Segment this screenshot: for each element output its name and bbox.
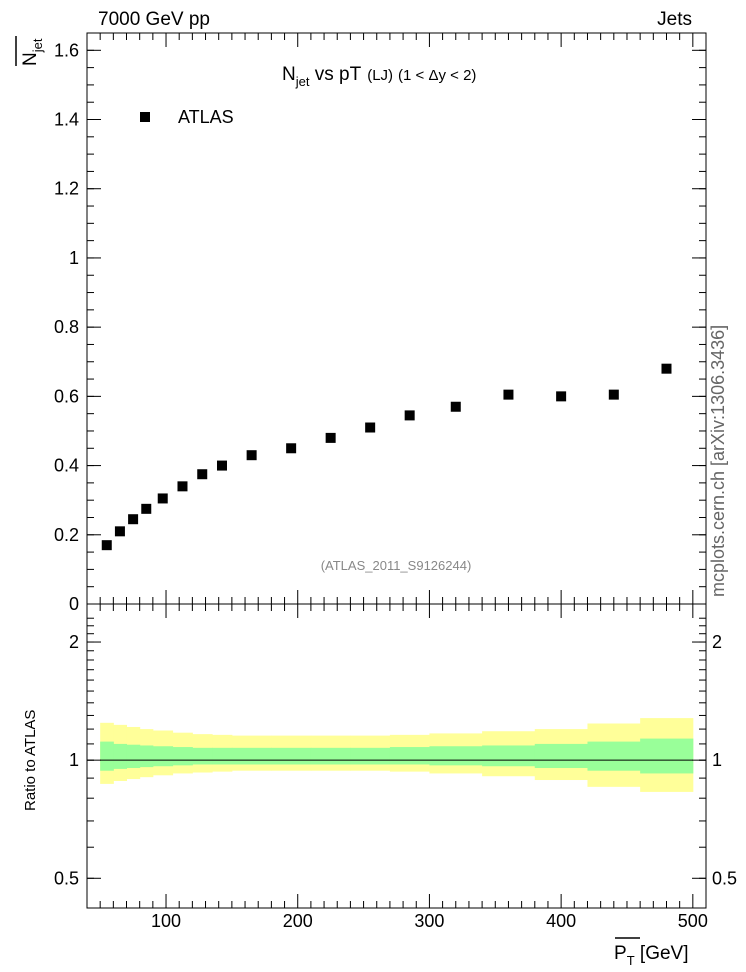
data-point	[128, 514, 139, 525]
ratio-band-bin	[429, 746, 483, 766]
data-point	[404, 410, 415, 421]
ratio-band-bin	[482, 745, 536, 767]
title-n: N	[282, 64, 296, 85]
ratio-ytick-labels: 0.5 0.5 1 1 2 2	[54, 632, 737, 888]
data-point	[661, 363, 672, 374]
ratio-plot-frame	[86, 603, 707, 909]
header-left-label: 7000 GeV pp	[98, 9, 210, 30]
xlabel-main: P	[614, 943, 627, 964]
ratio-ytick-label-right: 2	[712, 632, 722, 652]
data-point	[101, 540, 112, 551]
data-point	[450, 401, 461, 412]
main-ytick-label: 0.2	[54, 525, 79, 545]
ratio-xtick-label: 300	[414, 911, 444, 931]
ratio-ytick-label: 0.5	[54, 868, 79, 888]
ratio-xtick-label: 200	[283, 911, 313, 931]
ratio-band-bin	[139, 745, 154, 768]
data-point	[141, 503, 152, 514]
xlabel-unit: [GeV]	[635, 943, 689, 964]
ratio-ytick-label-right: 1	[712, 750, 722, 770]
data-point	[286, 443, 297, 454]
data-point	[177, 481, 188, 492]
ratio-axis-ticks	[87, 604, 706, 908]
ratio-band-bin	[389, 747, 430, 765]
main-ytick-label: 0.4	[54, 456, 79, 476]
ratio-xtick-label: 400	[546, 911, 576, 931]
main-ytick-label: 0.6	[54, 386, 79, 406]
ratio-band-bin	[172, 747, 193, 766]
title-small: (LJ)	[367, 67, 393, 84]
data-point	[325, 432, 336, 443]
main-title: Njet vs pT (LJ) (1 < Δy < 2)	[282, 64, 476, 89]
svg-text:PT [GeV]: PT [GeV]	[614, 943, 689, 968]
ylabel-n: N	[20, 52, 41, 66]
title-n-sub: jet	[295, 74, 310, 89]
ratio-band-bin	[212, 747, 233, 765]
side-credit-label: mcplots.cern.ch [arXiv:1306.3436]	[708, 325, 728, 597]
data-point	[608, 389, 619, 400]
xlabel: PT [GeV]	[614, 937, 689, 968]
data-point	[556, 391, 567, 402]
main-ytick-label: 1.4	[54, 110, 79, 130]
ratio-band-bin	[113, 743, 128, 769]
legend-marker	[140, 112, 150, 122]
data-point	[246, 450, 257, 461]
header-right-label: Jets	[657, 9, 692, 30]
ratio-ytick-label: 1	[69, 750, 79, 770]
main-ytick-label: 1.6	[54, 40, 79, 60]
main-data-points	[101, 363, 672, 551]
ratio-xtick-labels: 100 200 300 400 500	[151, 911, 708, 931]
legend-label: ATLAS	[178, 107, 234, 127]
data-point	[503, 389, 514, 400]
ratio-band-bin	[231, 747, 272, 765]
main-ytick-labels: 0 0.2 0.4 0.6 0.8 1 1.2 1.4 1.6	[54, 40, 79, 614]
main-ytick-label: 1	[69, 248, 79, 268]
ratio-xtick-label: 100	[151, 911, 181, 931]
ratio-band-bin	[587, 741, 641, 771]
data-point	[197, 469, 208, 480]
data-point	[216, 460, 227, 471]
title-rest: vs pT	[309, 64, 361, 85]
title-range: (1 < Δy < 2)	[398, 67, 476, 84]
ratio-band-bin	[534, 743, 588, 769]
ratio-band-bin	[152, 746, 174, 767]
main-ytick-label: 1.2	[54, 179, 79, 199]
xlabel-sub: T	[627, 953, 635, 968]
ratio-band-bin	[640, 738, 694, 774]
main-ytick-label: 0.8	[54, 317, 79, 337]
main-axis-ticks	[87, 32, 706, 605]
ratio-band-bin	[271, 747, 312, 765]
data-point	[157, 493, 168, 504]
main-ylabel: Njet	[15, 36, 45, 66]
main-ytick-label: 0	[69, 594, 79, 614]
ratio-bands	[100, 718, 694, 792]
ratio-ytick-label: 2	[69, 632, 79, 652]
ratio-ylabel: Ratio to ATLAS	[22, 710, 39, 811]
ratio-band-bin	[192, 747, 213, 765]
ratio-band-bin	[126, 744, 141, 769]
ylabel-n-sub: jet	[30, 38, 45, 53]
ratio-band-bin	[350, 747, 391, 765]
analysis-annotation: (ATLAS_2011_S9126244)	[321, 558, 472, 573]
data-point	[365, 422, 376, 433]
svg-text:Njet: Njet	[20, 38, 45, 66]
ratio-ytick-label-right: 0.5	[712, 868, 737, 888]
ratio-band-bin	[310, 747, 351, 765]
ratio-band-bin	[100, 741, 114, 771]
ratio-xtick-label: 500	[678, 911, 708, 931]
data-point	[114, 526, 125, 537]
